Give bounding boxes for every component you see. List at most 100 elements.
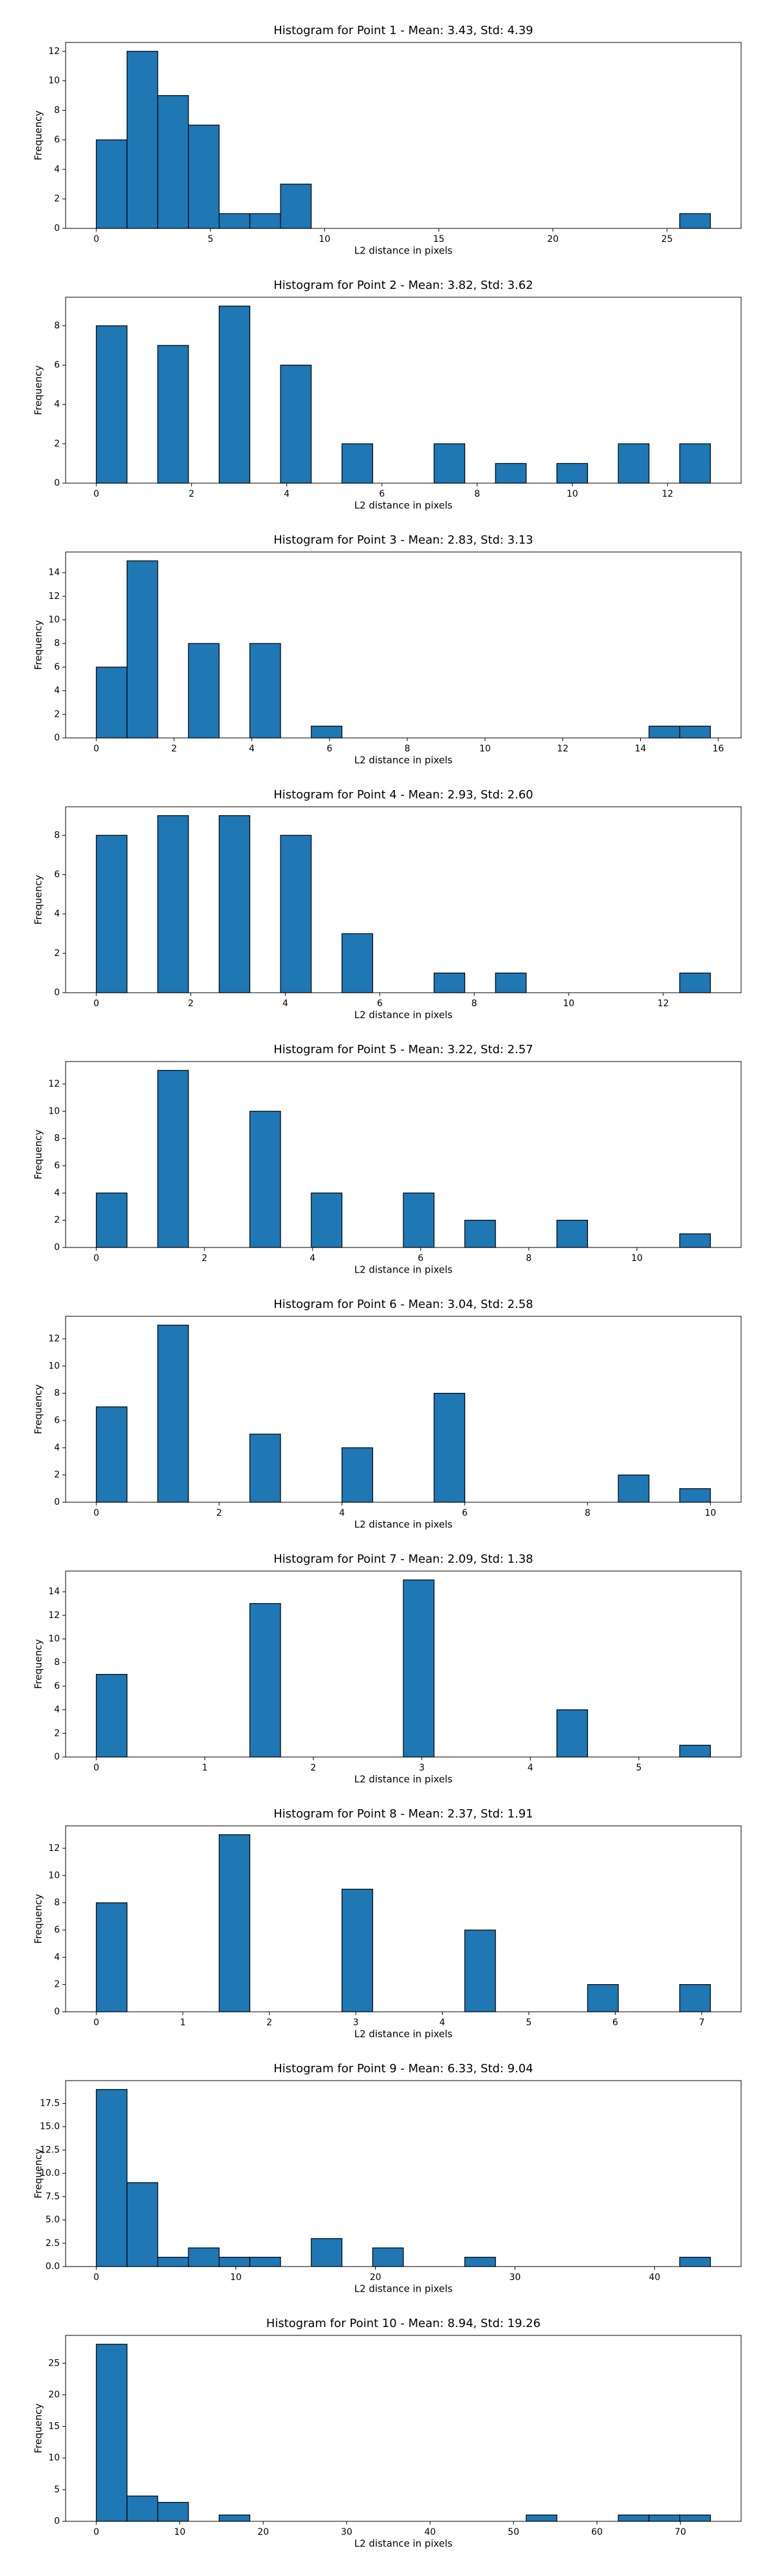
x-tick-label: 0: [93, 1508, 99, 1518]
y-tick-label: 2: [54, 1215, 60, 1226]
y-tick-label: 6: [54, 870, 60, 880]
bar: [311, 726, 343, 739]
bar: [157, 1070, 189, 1248]
bar: [126, 2496, 158, 2522]
y-tick-label: 2.5: [46, 2238, 60, 2249]
x-tick-label: 60: [591, 2527, 603, 2537]
x-tick-label: 7: [699, 2018, 704, 2028]
bar: [434, 443, 466, 484]
x-tick-label: 6: [377, 998, 383, 1009]
bar: [219, 2514, 250, 2522]
bar: [311, 1192, 343, 1248]
bar: [495, 972, 527, 993]
x-tick-label: 25: [661, 234, 673, 244]
bar: [464, 2256, 496, 2267]
bar: [372, 2247, 404, 2267]
bar: [157, 1325, 189, 1503]
y-tick-label: 8: [54, 1134, 60, 1144]
bar: [280, 834, 312, 993]
bar: [618, 1475, 650, 1503]
y-tick-label: 12: [48, 1610, 60, 1621]
x-axis-label: L2 distance in pixels: [354, 755, 453, 766]
x-axis-label: L2 distance in pixels: [354, 1774, 453, 1785]
y-tick-label: 10: [48, 2453, 60, 2463]
axes-frame: [65, 297, 742, 484]
chart-title: Histogram for Point 1 - Mean: 3.43, Std:…: [273, 24, 533, 37]
y-axis-label: Frequency: [33, 1385, 44, 1435]
x-tick-label: 2: [216, 1508, 222, 1518]
bar: [679, 1233, 711, 1248]
x-tick-label: 0: [93, 2527, 99, 2537]
y-tick-label: 4: [54, 686, 60, 696]
bar: [679, 2514, 711, 2522]
bar: [280, 364, 312, 484]
bar: [188, 124, 220, 229]
y-tick-label: 6: [54, 134, 60, 145]
y-tick-label: 0: [54, 2516, 60, 2526]
y-tick-label: 12: [48, 1334, 60, 1344]
y-tick-label: 5: [54, 2485, 60, 2495]
x-tick-label: 12: [557, 744, 569, 754]
x-axis-label: L2 distance in pixels: [354, 2029, 453, 2040]
x-tick-label: 10: [567, 489, 578, 499]
histogram-panel: 0 2 4 6 8 10 12 0 2 4 6 8 Histogram for Point 2 - Me…: [33, 279, 742, 511]
histogram-panel: 0 2 4 6 8 10 0 2 4 6 8 10 12 Histogram for Point 6 - …: [33, 1298, 742, 1531]
y-tick-label: 8: [54, 106, 60, 116]
y-tick-label: 2: [54, 1470, 60, 1480]
y-axis-label: Frequency: [33, 365, 44, 416]
histogram-panel: 0 2 4 6 8 10 12 0 2 4 6 8 Histogram for Point 4 - Me…: [33, 788, 742, 1021]
x-tick-label: 4: [339, 1508, 345, 1518]
y-tick-label: 0: [54, 478, 60, 488]
y-tick-label: 4: [54, 1188, 60, 1198]
y-axis-label: Frequency: [33, 875, 44, 925]
bar: [341, 443, 373, 484]
y-tick-label: 12: [48, 591, 60, 602]
x-tick-label: 40: [425, 2527, 436, 2537]
bar: [280, 183, 312, 229]
bar: [249, 1110, 281, 1248]
y-tick-label: 4: [54, 1442, 60, 1453]
bar: [495, 463, 527, 484]
x-tick-label: 20: [257, 2527, 269, 2537]
y-tick-label: 4: [54, 909, 60, 919]
y-tick-label: 14: [48, 567, 60, 578]
y-tick-label: 8: [54, 1388, 60, 1399]
chart-title: Histogram for Point 6 - Mean: 3.04, Std:…: [273, 1298, 533, 1311]
y-tick-label: 10: [48, 1361, 60, 1371]
x-tick-label: 4: [249, 744, 255, 754]
axes-frame: [65, 2080, 742, 2267]
x-tick-label: 14: [635, 744, 647, 754]
y-tick-label: 0: [54, 988, 60, 998]
bar: [96, 1673, 128, 1758]
bar: [679, 2256, 711, 2267]
chart-title: Histogram for Point 10 - Mean: 8.94, Std…: [266, 2317, 540, 2330]
chart-title: Histogram for Point 9 - Mean: 6.33, Std:…: [273, 2062, 533, 2075]
x-tick-label: 2: [171, 744, 177, 754]
bar: [96, 1192, 128, 1248]
x-tick-label: 2: [201, 1253, 207, 1264]
bar: [157, 2501, 189, 2522]
bar: [679, 1745, 711, 1758]
y-tick-label: 17.5: [40, 2098, 60, 2108]
bar: [556, 1709, 588, 1758]
x-axis-label: L2 distance in pixels: [354, 1519, 453, 1531]
bar: [679, 726, 711, 739]
y-tick-label: 0: [54, 2007, 60, 2017]
y-tick-label: 6: [54, 1415, 60, 1426]
x-tick-label: 10: [631, 1253, 643, 1264]
bar: [341, 1447, 373, 1503]
x-axis-label: L2 distance in pixels: [354, 2538, 453, 2550]
bar: [219, 1834, 250, 2012]
y-axis-label: Frequency: [33, 1639, 44, 1689]
bar: [126, 560, 158, 739]
y-tick-label: 12: [48, 46, 60, 57]
bar: [126, 2182, 158, 2267]
chart-title: Histogram for Point 5 - Mean: 3.22, Std:…: [273, 1043, 533, 1056]
x-tick-label: 2: [311, 1763, 317, 1773]
x-tick-label: 15: [433, 234, 445, 244]
x-tick-label: 0: [93, 1763, 99, 1773]
x-axis-label: L2 distance in pixels: [354, 1264, 453, 1276]
x-tick-label: 6: [612, 2018, 618, 2028]
